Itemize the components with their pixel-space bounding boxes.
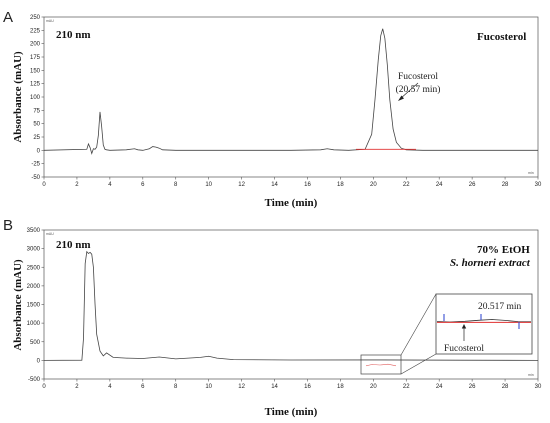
panel-a-y-tick-label: 125	[30, 82, 41, 88]
panel-b-inset	[435, 293, 533, 355]
panel-a-x-tick-label: 16	[304, 182, 311, 188]
panel-a-x-tick-label: 30	[535, 182, 542, 188]
panel-b-xlabel: Time (min)	[265, 406, 318, 418]
panel-b-y-tick-label: 2000	[27, 284, 41, 290]
panel-a-peak-time: (20.57 min)	[396, 84, 441, 95]
panel-b-trace	[43, 250, 539, 361]
panel-a-plot-frame	[43, 16, 539, 178]
panel-b-sample-line2: S. horneri extract	[450, 257, 531, 269]
panel-a-sample-label: Fucosterol	[477, 31, 526, 43]
panel-b-inset-trace	[436, 319, 532, 323]
panel-a-x-tick-label: 24	[436, 182, 443, 188]
panel-b-corner-min: min	[528, 373, 534, 377]
panel-b-x-tick-label: 8	[174, 384, 178, 390]
panel-b-x-tick-label: 4	[108, 384, 112, 390]
panel-a-x-tick-label: 12	[238, 182, 245, 188]
panel-a-letter: A	[3, 9, 13, 26]
panel-b-x-tick-label: 18	[337, 384, 344, 390]
panel-b-x-tick-label: 16	[304, 384, 311, 390]
panel-a-x-tick-label: 20	[370, 182, 377, 188]
panel-b: B mAU min -50005001000150020002500300035…	[3, 217, 542, 418]
panel-a-x-tick-label: 2	[75, 182, 79, 188]
panel-a-arrow-line	[399, 82, 419, 100]
panel-b-ylabel: Absorbance (mAU)	[12, 259, 24, 351]
panel-b-inset-time: 20.517 min	[478, 302, 522, 312]
panel-a-y-tick-label: -25	[31, 162, 40, 168]
panel-a-x-tick-label: 22	[403, 182, 410, 188]
panel-b-zoom-trace	[365, 363, 397, 367]
panel-a-trace	[43, 28, 538, 155]
panel-b-x-tick-label: 0	[42, 384, 46, 390]
panel-a-x-tick-label: 6	[141, 182, 145, 188]
panel-b-y-tick-label: 2500	[27, 265, 41, 271]
panel-b-x-tick-label: 30	[535, 384, 542, 390]
panel-a-y-tick-label: 200	[30, 42, 41, 48]
panel-b-zoom-box	[360, 354, 402, 375]
panel-a-x-tick-label: 0	[42, 182, 46, 188]
panel-b-x-tick-label: 28	[502, 384, 509, 390]
panel-a-x-tick-label: 18	[337, 182, 344, 188]
panel-a-y-tick-label: 25	[33, 135, 40, 141]
panel-a-peak-name: Fucosterol	[398, 72, 438, 82]
panel-a-corner-min: min	[528, 171, 534, 175]
panel-a-y-tick-label: 75	[33, 108, 40, 114]
panel-a-ylabel: Absorbance (mAU)	[12, 51, 24, 143]
panel-b-x-tick-label: 26	[469, 384, 476, 390]
panel-b-y-tick-label: 1500	[27, 303, 41, 309]
panel-b-y-tick-label: 500	[30, 340, 41, 346]
panel-a-corner-mau: mAU	[46, 19, 54, 23]
panel-a-y-tick-label: 100	[30, 95, 41, 101]
panel-b-y-tick-label: 3500	[27, 228, 41, 234]
panel-b-letter: B	[3, 217, 13, 234]
panel-b-x-tick-label: 22	[403, 384, 410, 390]
panel-b-inset-arrow-head	[461, 324, 467, 329]
panel-b-y-tick-label: 3000	[27, 247, 41, 253]
panel-b-zoom-connector-top	[400, 293, 437, 356]
panel-b-y-tick-label: -500	[28, 377, 41, 383]
panel-a: A mAU min -50-25025507510012515017520022…	[3, 9, 542, 209]
panel-a-x-tick-label: 28	[502, 182, 509, 188]
panel-a-x-tick-label: 10	[205, 182, 212, 188]
panel-a-wavelength: 210 nm	[56, 29, 91, 41]
panel-b-x-tick-label: 12	[238, 384, 245, 390]
panel-a-y-tick-label: 150	[30, 68, 41, 74]
panel-a-x-tick-label: 8	[174, 182, 178, 188]
panel-b-y-tick-label: 1000	[27, 321, 41, 327]
panel-a-x-tick-label: 26	[469, 182, 476, 188]
panel-b-x-tick-label: 10	[205, 384, 212, 390]
panel-a-y-tick-label: 175	[30, 55, 41, 61]
panel-b-x-tick-label: 14	[271, 384, 278, 390]
panel-a-y-tick-label: 225	[30, 28, 41, 34]
panel-b-x-tick-label: 2	[75, 384, 79, 390]
panel-b-sample-line1: 70% EtOH	[477, 244, 530, 256]
panel-b-wavelength: 210 nm	[56, 239, 91, 251]
panel-a-y-tick-label: 50	[33, 122, 40, 128]
panel-a-y-tick-label: 0	[37, 148, 41, 154]
panel-b-x-tick-label: 6	[141, 384, 145, 390]
panel-a-x-tick-label: 14	[271, 182, 278, 188]
panel-a-y-tick-label: -50	[31, 175, 40, 181]
panel-b-inset-compound: Fucosterol	[444, 344, 484, 354]
panel-a-arrow-head	[398, 95, 404, 101]
panel-a-xlabel: Time (min)	[265, 197, 318, 209]
panel-b-y-tick-label: 0	[37, 358, 41, 364]
panel-a-x-tick-label: 4	[108, 182, 112, 188]
panel-b-x-tick-label: 24	[436, 384, 443, 390]
panel-b-corner-mau: mAU	[46, 232, 54, 236]
panel-a-y-tick-label: 250	[30, 15, 41, 21]
panel-b-x-tick-label: 20	[370, 384, 377, 390]
panel-b-zoom-connector-bottom	[400, 353, 437, 375]
